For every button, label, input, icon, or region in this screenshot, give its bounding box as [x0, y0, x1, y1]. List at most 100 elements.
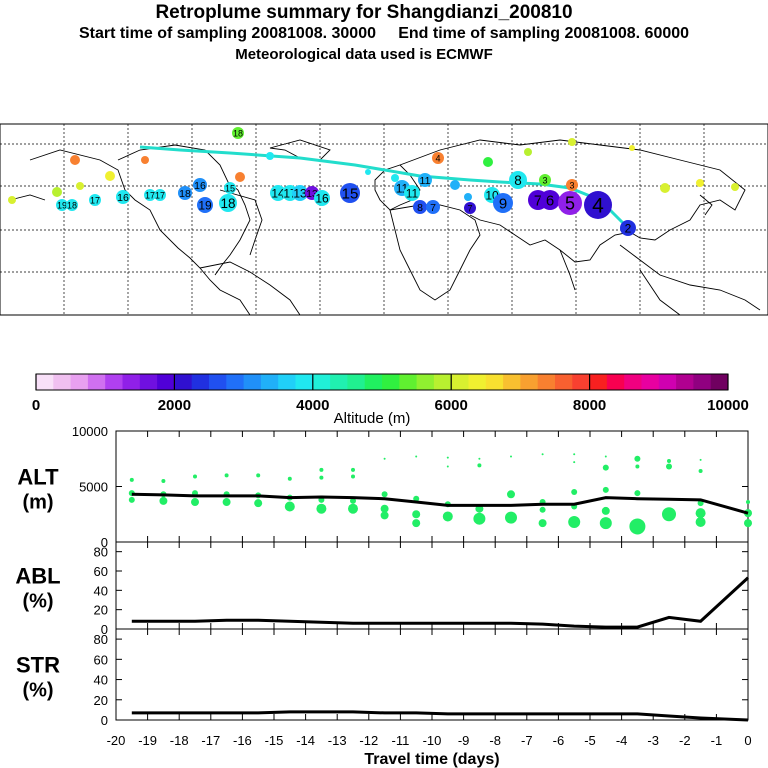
colorbar-cell	[537, 374, 556, 390]
plume-day-label: 18	[67, 200, 77, 210]
plume-day-label: 4	[435, 153, 440, 163]
colorbar-cell	[468, 374, 487, 390]
x-tick-label: -10	[423, 733, 442, 748]
colorbar-cell	[416, 374, 435, 390]
plume-marker	[193, 178, 207, 192]
altitude-scatter-point	[128, 496, 135, 503]
altitude-scatter-point	[573, 461, 576, 464]
colorbar-cell	[53, 374, 72, 390]
plume-day-label: 7	[534, 193, 542, 210]
altitude-scatter-point	[599, 517, 612, 530]
time-series-panels: 1000050000ALT(m)806040200ABL(%)806040200…	[15, 424, 752, 768]
plume-marker	[365, 169, 371, 175]
x-tick-label: -19	[138, 733, 157, 748]
plume-marker	[566, 179, 578, 191]
altitude-scatter-point	[348, 503, 358, 514]
plume-marker	[292, 185, 308, 201]
x-tick-label: -17	[201, 733, 220, 748]
altitude-scatter-point	[662, 507, 676, 522]
plume-marker	[105, 171, 115, 181]
altitude-scatter-point	[505, 511, 517, 524]
plume-day-label: 18	[179, 188, 191, 200]
altitude-scatter-point	[442, 511, 453, 522]
plume-marker	[509, 171, 527, 189]
panel-ylabel-str: STR	[16, 653, 60, 678]
plume-marker	[524, 148, 532, 156]
plume-marker	[141, 156, 149, 164]
colorbar-cell	[174, 374, 193, 390]
panel-ylabel-unit-abl: (%)	[22, 591, 53, 613]
plume-marker	[56, 199, 68, 211]
panel-frame	[115, 541, 749, 630]
altitude-scatter-point	[695, 508, 706, 519]
colorbar-tick-label: 6000	[435, 397, 468, 414]
series-line-altitude	[131, 492, 749, 515]
altitude-scatter-point	[446, 465, 449, 468]
altitude-scatter-point	[351, 474, 355, 479]
colorbar-cell	[658, 374, 677, 390]
plume-day-label: 3	[569, 180, 574, 190]
colorbar-cell	[382, 374, 400, 390]
altitude-scatter-point	[473, 512, 486, 525]
altitude-scatter-point	[284, 501, 295, 512]
colorbar-cell	[226, 374, 245, 390]
altitude-scatter-point	[129, 477, 134, 482]
altitude-scatter-point	[667, 458, 671, 463]
plume-marker	[76, 182, 84, 190]
altitude-scatter-point	[254, 499, 263, 508]
altitude-scatter-point	[222, 498, 231, 507]
plume-day-label: 5	[565, 194, 575, 214]
altitude-scatter-point	[380, 504, 389, 513]
colorbar-cell	[485, 374, 504, 390]
y-tick-label: 80	[94, 545, 108, 560]
plume-marker	[629, 145, 635, 151]
altitude-scatter-point	[351, 467, 355, 472]
plume-day-label: 14	[271, 186, 285, 200]
plume-day-label: 16	[194, 180, 206, 192]
altitude-scatter-point	[381, 491, 388, 498]
altitude-scatter-point	[666, 463, 672, 470]
x-axis-label: Travel time (days)	[364, 751, 499, 768]
panel-altitude: 10000 5000 0 ALT(m)	[17, 424, 752, 550]
colorbar-cell	[555, 374, 573, 390]
altitude-scatter-point	[161, 478, 166, 483]
panel-ylabel-unit-altitude: (m)	[22, 492, 53, 514]
plume-day-label: 7	[467, 203, 472, 213]
panel-ylabel-altitude: ALT	[17, 465, 59, 490]
altitude-colorbar: 0 2000 4000 6000 8000 10000 Altitude (m)	[32, 373, 749, 427]
y-tick-label: 0	[101, 622, 108, 637]
y-tick-label: 0	[101, 713, 108, 728]
chart-title: Retroplume summary for Shangdianzi_20081…	[155, 2, 573, 23]
plume-marker	[270, 185, 286, 201]
series-line-str	[131, 710, 749, 722]
plume-day-label: 18	[233, 128, 243, 138]
plume-marker	[464, 202, 476, 214]
altitude-scatter-point	[316, 503, 327, 514]
plume-day-label: 6	[546, 193, 554, 210]
y-tick-label: 40	[94, 673, 108, 688]
plume-marker	[493, 193, 513, 213]
altitude-scatter-point	[507, 490, 515, 499]
plume-marker	[450, 180, 460, 190]
altitude-scatter-point	[256, 473, 261, 478]
altitude-scatter-point	[634, 455, 641, 462]
sampling-times: Start time of sampling 20081008. 30000 E…	[0, 25, 768, 43]
altitude-scatter-point	[383, 457, 386, 460]
altitude-scatter-point	[568, 516, 581, 529]
altitude-scatter-point	[538, 519, 547, 528]
plume-marker	[696, 179, 704, 187]
x-tick-label: -12	[359, 733, 378, 748]
series-line-abl	[131, 576, 750, 629]
altitude-scatter-point	[629, 518, 646, 535]
plume-marker	[483, 157, 493, 167]
colorbar-tick-label: 10000	[707, 397, 749, 414]
plume-day-label: 4	[592, 195, 604, 218]
plume-marker	[232, 127, 244, 139]
panel-frame	[115, 430, 749, 543]
colorbar-cell	[710, 374, 729, 390]
plume-marker	[413, 200, 427, 214]
altitude-scatter-point	[319, 475, 324, 480]
plume-marker	[266, 152, 274, 160]
